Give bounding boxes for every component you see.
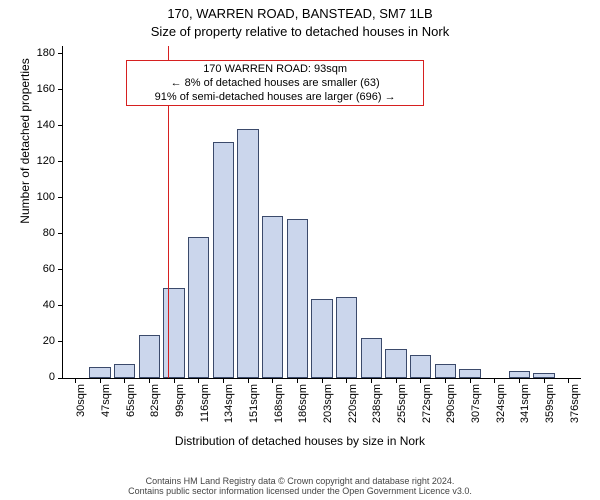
footer: Contains HM Land Registry data © Crown c…: [0, 476, 600, 496]
histogram-bar: [311, 299, 332, 378]
histogram-bar: [237, 129, 258, 378]
reference-annotation: 170 WARREN ROAD: 93sqm ← 8% of detached …: [126, 60, 424, 106]
histogram-bar: [509, 371, 530, 378]
annotation-line-1: 170 WARREN ROAD: 93sqm: [131, 63, 419, 77]
plot-area: 020406080100120140160180 30sqm47sqm65sqm…: [62, 46, 581, 379]
figure: 170, WARREN ROAD, BANSTEAD, SM7 1LB Size…: [0, 0, 600, 500]
histogram-bar: [139, 335, 160, 378]
histogram-bar: [385, 349, 406, 378]
histogram-bar: [410, 355, 431, 378]
histogram-bar: [287, 219, 308, 378]
histogram-bar: [188, 237, 209, 378]
title-line-2: Size of property relative to detached ho…: [0, 24, 600, 39]
title-line-1: 170, WARREN ROAD, BANSTEAD, SM7 1LB: [0, 6, 600, 21]
annotation-line-3: 91% of semi-detached houses are larger (…: [131, 91, 419, 105]
x-axis-label: Distribution of detached houses by size …: [0, 434, 600, 448]
histogram-bar: [213, 142, 234, 378]
histogram-bar: [459, 369, 480, 378]
histogram-bar: [89, 367, 110, 378]
y-axis-label: Number of detached properties: [18, 0, 32, 307]
footer-line-2: Contains public sector information licen…: [0, 486, 600, 496]
histogram-bar: [114, 364, 135, 378]
histogram-bar: [361, 338, 382, 378]
histogram-bar: [336, 297, 357, 378]
annotation-line-2: ← 8% of detached houses are smaller (63): [131, 77, 419, 91]
histogram-bar: [163, 288, 184, 378]
footer-line-1: Contains HM Land Registry data © Crown c…: [0, 476, 600, 486]
histogram-bar: [262, 216, 283, 378]
histogram-bar: [435, 364, 456, 378]
